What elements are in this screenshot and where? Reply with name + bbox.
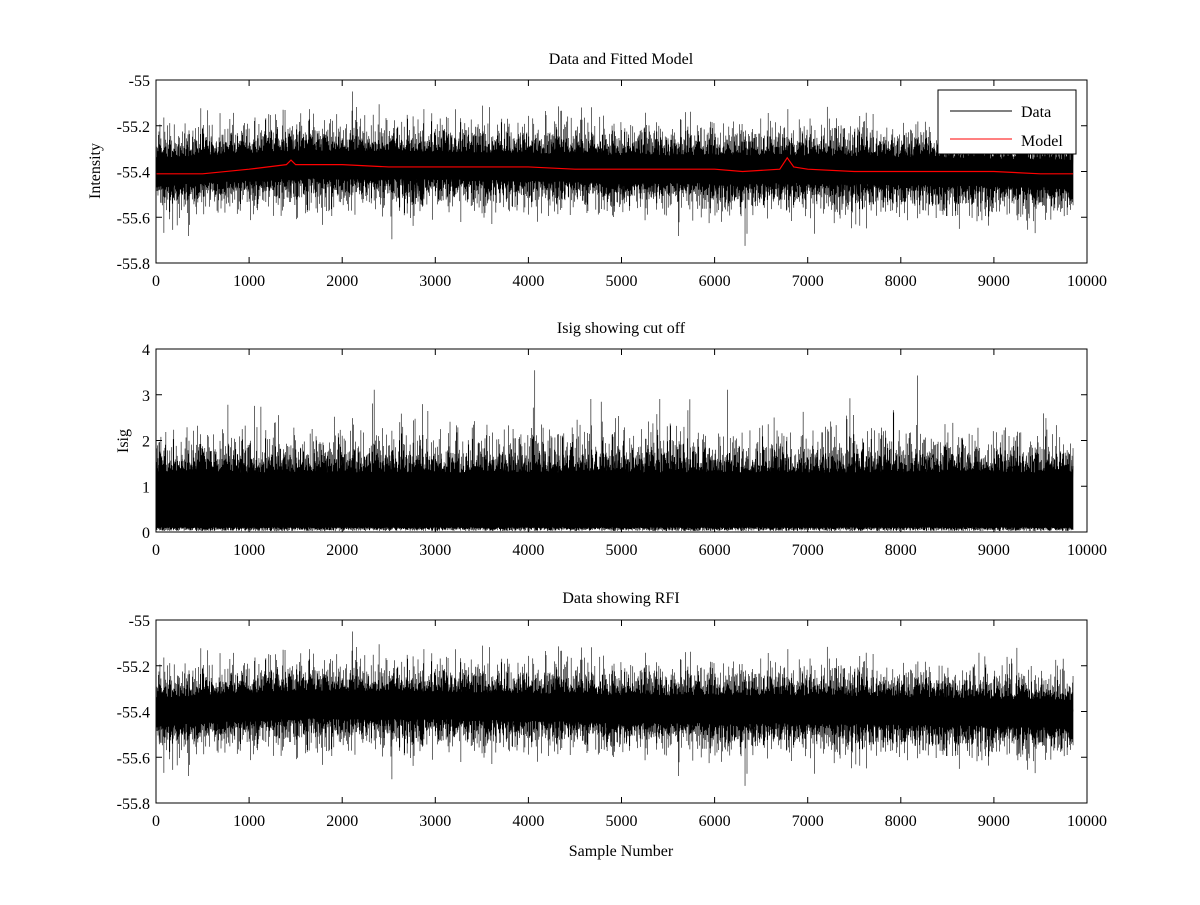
legend-label-data: Data [1021, 104, 1051, 121]
y-tick-label: 2 [142, 434, 150, 451]
x-tick-label: 0 [152, 273, 160, 290]
x-tick-label: 0 [152, 813, 160, 830]
x-tick-label: 5000 [606, 813, 638, 830]
x-tick-label: 6000 [699, 273, 731, 290]
x-tick-label: 9000 [978, 813, 1010, 830]
x-axis-label: Sample Number [569, 843, 674, 860]
y-tick-label: -55.4 [117, 705, 150, 722]
x-tick-label: 6000 [699, 813, 731, 830]
y-tick-label: -55.2 [117, 659, 150, 676]
subplot-data-showing-rfi: Data showing RFI Sample Number 0 1000 2000… [117, 590, 1107, 860]
y-tick-label: 4 [142, 342, 150, 359]
x-tick-label: 7000 [792, 273, 824, 290]
x-tick-label: 10000 [1067, 273, 1107, 290]
x-tick-label: 2000 [326, 813, 358, 830]
y-tick-label: -55.6 [117, 210, 150, 227]
subplot-isig-showing-cut-off: Isig showing cut off Isig 0 1000 2000 3000 4… [115, 320, 1107, 559]
subplot-data-and-fitted-model: Data and Fitted Model Intensity 0 1000 200… [87, 51, 1107, 290]
y-tick-label: -55 [129, 73, 150, 90]
legend-box [937, 89, 1077, 155]
y-tick-label: -55.8 [117, 796, 150, 813]
y-tick-label: -55.8 [117, 256, 150, 273]
y-tick-label: 3 [142, 388, 150, 405]
series-trace-detail [155, 454, 1074, 528]
series-layer [155, 631, 1074, 786]
series-trace-detail [155, 672, 1074, 754]
x-tick-label: 9000 [978, 542, 1010, 559]
series-layer [155, 370, 1074, 532]
x-tick-label: 1000 [233, 813, 265, 830]
x-tick-label: 8000 [885, 542, 917, 559]
x-tick-label: 6000 [699, 542, 731, 559]
y-tick-label: -55.2 [117, 119, 150, 136]
x-tick-label: 3000 [419, 542, 451, 559]
series-line-model [156, 156, 1074, 175]
y-tick-label: -55 [129, 613, 150, 630]
x-tick-label: 8000 [885, 813, 917, 830]
plot-title: Isig showing cut off [557, 320, 686, 337]
x-tick-label: 2000 [326, 273, 358, 290]
x-tick-label: 1000 [233, 273, 265, 290]
legend-label-model: Model [1021, 133, 1063, 150]
ticks-layer: 0 1000 2000 3000 4000 5000 6000 7000 8000 9000 100… [117, 73, 1107, 290]
y-tick-label: -55.4 [117, 165, 150, 182]
x-tick-label: 0 [152, 542, 160, 559]
x-tick-label: 2000 [326, 542, 358, 559]
series-trace-detail-data [155, 132, 1074, 210]
plot-title: Data and Fitted Model [549, 51, 694, 68]
y-tick-label: 1 [142, 479, 150, 496]
x-tick-label: 7000 [792, 542, 824, 559]
x-tick-label: 4000 [512, 542, 544, 559]
x-tick-label: 5000 [606, 542, 638, 559]
x-tick-label: 9000 [978, 273, 1010, 290]
x-tick-label: 3000 [419, 813, 451, 830]
ticks-layer: 0 1000 2000 3000 4000 5000 6000 7000 8000 9000 100… [117, 613, 1107, 830]
y-axis-label: Isig [115, 429, 132, 453]
x-tick-label: 4000 [512, 813, 544, 830]
plot-title: Data showing RFI [562, 590, 679, 607]
y-axis-label: Intensity [87, 143, 104, 199]
y-tick-label: -55.6 [117, 750, 150, 767]
x-tick-label: 10000 [1067, 542, 1107, 559]
ticks-layer: 0 1000 2000 3000 4000 5000 6000 7000 8000 9000 100… [142, 342, 1107, 559]
y-tick-label: 0 [142, 525, 150, 542]
x-tick-label: 5000 [606, 273, 638, 290]
series-layer [155, 91, 1074, 246]
x-tick-label: 7000 [792, 813, 824, 830]
x-tick-label: 4000 [512, 273, 544, 290]
legend: Data Model [937, 89, 1077, 155]
x-tick-label: 1000 [233, 542, 265, 559]
x-tick-label: 8000 [885, 273, 917, 290]
x-tick-label: 10000 [1067, 813, 1107, 830]
x-tick-label: 3000 [419, 273, 451, 290]
